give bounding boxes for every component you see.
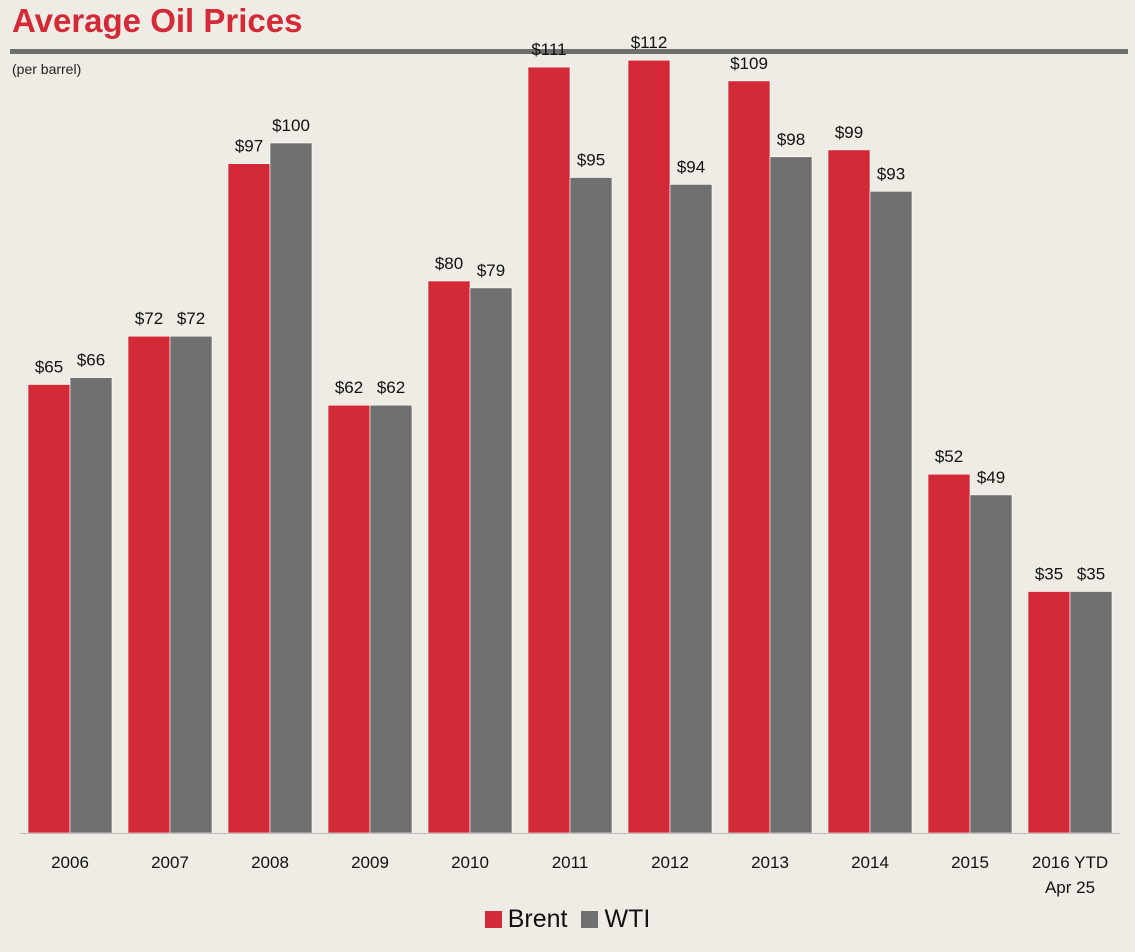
bar-wti-3 xyxy=(369,404,413,834)
chart-title: Average Oil Prices xyxy=(12,2,303,39)
bar-wti-7 xyxy=(769,156,813,834)
title-divider xyxy=(10,49,1128,54)
bar-wti-5 xyxy=(569,177,613,834)
x-tick-label-8: 2014 xyxy=(851,853,889,872)
bar-brent-0 xyxy=(27,384,71,834)
data-label-wti-3: $62 xyxy=(377,378,405,397)
x-tick-label-3: 2009 xyxy=(351,853,389,872)
bar-wti-0 xyxy=(69,377,113,834)
bar-brent-1 xyxy=(127,335,171,834)
data-label-wti-7: $98 xyxy=(777,130,805,149)
data-label-brent-1: $72 xyxy=(135,309,163,328)
data-label-brent-3: $62 xyxy=(335,378,363,397)
data-label-brent-2: $97 xyxy=(235,137,263,156)
x-tick-label-7: 2013 xyxy=(751,853,789,872)
bar-wti-1 xyxy=(169,335,213,834)
bar-brent-9 xyxy=(927,473,971,834)
legend-swatch-wti xyxy=(581,911,599,928)
bar-wti-9 xyxy=(969,494,1013,834)
bar-wti-6 xyxy=(669,184,713,834)
legend-item-wti: WTI xyxy=(581,905,650,934)
legend-swatch-brent xyxy=(484,911,502,928)
legend-item-brent: Brent xyxy=(484,905,568,934)
data-label-wti-1: $72 xyxy=(177,309,205,328)
data-label-brent-10: $35 xyxy=(1035,565,1063,584)
bar-brent-7 xyxy=(727,80,771,834)
x-tick-label-2: 2008 xyxy=(251,853,289,872)
bar-brent-2 xyxy=(227,163,271,834)
x-tick-label-1: 2007 xyxy=(151,853,189,872)
bar-brent-3 xyxy=(327,404,371,834)
bar-brent-6 xyxy=(627,59,671,834)
data-label-wti-0: $66 xyxy=(77,351,105,370)
data-label-brent-6: $112 xyxy=(631,33,668,52)
x-tick-label-4: 2010 xyxy=(451,853,489,872)
data-label-brent-0: $65 xyxy=(35,358,63,377)
legend-label-brent: Brent xyxy=(507,905,568,933)
data-label-brent-4: $80 xyxy=(435,254,463,273)
bar-brent-10 xyxy=(1027,591,1071,834)
bar-wti-2 xyxy=(269,142,313,834)
data-label-brent-8: $99 xyxy=(835,123,863,142)
legend-label-wti: WTI xyxy=(604,905,651,933)
data-label-wti-10: $35 xyxy=(1077,565,1105,584)
x-tick-label-6: 2012 xyxy=(651,853,689,872)
x-tick-label-0: 2006 xyxy=(51,853,89,872)
bar-brent-8 xyxy=(827,149,871,834)
data-label-wti-9: $49 xyxy=(977,468,1005,487)
chart-legend: Brent WTI xyxy=(0,905,1135,934)
x-tick-label-9: 2015 xyxy=(951,853,989,872)
chart-subtitle: (per barrel) xyxy=(12,61,82,77)
data-label-wti-8: $93 xyxy=(877,164,905,183)
data-label-wti-5: $95 xyxy=(577,151,605,170)
bar-wti-4 xyxy=(469,287,513,834)
data-label-brent-5: $111 xyxy=(531,40,566,59)
data-label-wti-4: $79 xyxy=(477,261,505,280)
bar-brent-5 xyxy=(527,66,571,834)
x-tick-label-10: 2016 YTD Apr 25 xyxy=(1032,853,1108,897)
bar-chart: $65 $66 2006 $72 $72 2007 $97 $100 2008 $62 $62 200… xyxy=(20,33,1120,897)
bar-wti-10 xyxy=(1069,591,1113,834)
data-label-brent-9: $52 xyxy=(935,447,963,466)
data-label-wti-2: $100 xyxy=(272,116,310,135)
bar-wti-8 xyxy=(869,191,913,834)
data-label-wti-6: $94 xyxy=(677,157,705,176)
bar-brent-4 xyxy=(427,280,471,834)
data-label-brent-7: $109 xyxy=(730,54,768,73)
x-tick-label-5: 2011 xyxy=(552,853,589,872)
